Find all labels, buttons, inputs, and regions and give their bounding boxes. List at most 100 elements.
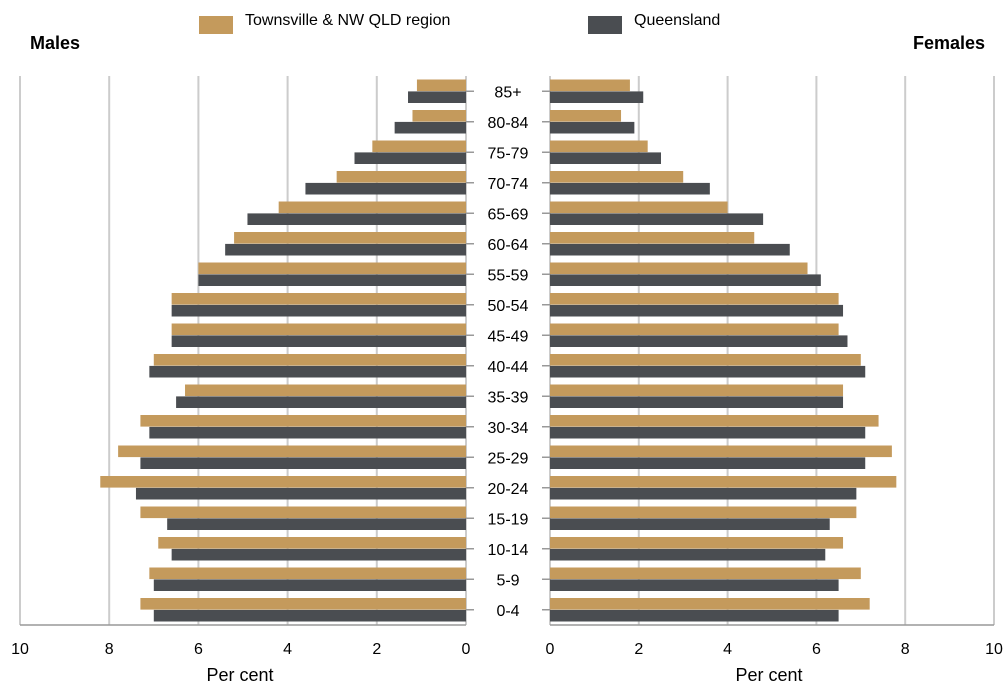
legend-label-townsville: Townsville & NW QLD region xyxy=(245,12,451,29)
bar-females-townsville-45-49 xyxy=(550,323,839,336)
category-label-30-34: 30-34 xyxy=(488,420,529,437)
bar-females-queensland-60-64 xyxy=(550,243,790,256)
bar-males-townsville-25-29 xyxy=(118,445,467,458)
category-label-35-39: 35-39 xyxy=(488,389,529,406)
bar-females-queensland-65-69 xyxy=(550,213,764,225)
bar-females-queensland-0-4 xyxy=(550,609,839,622)
bar-females-townsville-20-24 xyxy=(550,476,897,488)
x-tick-label-males-10: 10 xyxy=(11,641,29,658)
bar-males-townsville-10-14 xyxy=(158,537,466,549)
bar-females-townsville-30-34 xyxy=(550,415,879,427)
bar-females-queensland-5-9 xyxy=(550,579,839,591)
category-label-5-9: 5-9 xyxy=(496,572,519,589)
x-tick-label-males-4: 4 xyxy=(283,641,292,658)
legend-item-queensland: Queensland xyxy=(588,10,720,34)
category-label-70-74: 70-74 xyxy=(488,176,529,193)
x-tick-label-females-4: 4 xyxy=(723,641,732,658)
category-label-75-79: 75-79 xyxy=(488,145,529,162)
bar-females-townsville-50-54 xyxy=(550,293,839,305)
x-tick-label-males-0: 0 xyxy=(462,641,471,658)
bar-males-queensland-50-54 xyxy=(171,304,466,317)
category-label-65-69: 65-69 xyxy=(488,206,529,223)
bar-males-townsville-85+ xyxy=(416,79,466,92)
legend-swatch-townsville xyxy=(199,16,233,34)
category-label-15-19: 15-19 xyxy=(488,511,529,528)
bar-males-queensland-30-34 xyxy=(149,426,466,439)
category-label-45-49: 45-49 xyxy=(488,328,529,345)
category-label-0-4: 0-4 xyxy=(496,603,519,620)
bar-males-townsville-75-79 xyxy=(372,140,466,153)
bar-males-queensland-25-29 xyxy=(140,457,467,469)
x-tick-label-males-8: 8 xyxy=(105,641,114,658)
bar-males-queensland-20-24 xyxy=(135,487,466,500)
bar-females-queensland-80-84 xyxy=(550,121,635,134)
x-tick-label-females-10: 10 xyxy=(985,641,1003,658)
bar-females-townsville-40-44 xyxy=(550,354,861,366)
bar-females-queensland-20-24 xyxy=(550,487,857,500)
bar-females-townsville-55-59 xyxy=(550,262,808,275)
legend-item-townsville: Townsville & NW QLD region xyxy=(199,10,460,34)
bar-females-townsville-10-14 xyxy=(550,537,844,549)
category-label-25-29: 25-29 xyxy=(488,450,529,467)
legend-label-queensland: Queensland xyxy=(634,12,721,29)
bar-females-queensland-55-59 xyxy=(550,274,821,286)
category-label-55-59: 55-59 xyxy=(488,267,529,284)
bar-females-queensland-40-44 xyxy=(550,365,866,378)
bar-males-townsville-35-39 xyxy=(185,384,466,397)
category-label-40-44: 40-44 xyxy=(488,359,529,376)
bar-males-queensland-65-69 xyxy=(247,213,466,225)
x-tick-label-males-6: 6 xyxy=(194,641,203,658)
legend-swatch-queensland xyxy=(588,16,622,34)
bar-males-queensland-85+ xyxy=(408,91,466,103)
bar-females-queensland-50-54 xyxy=(550,304,844,317)
bar-males-townsville-0-4 xyxy=(140,598,467,610)
bar-females-queensland-85+ xyxy=(550,91,644,103)
bar-females-townsville-60-64 xyxy=(550,232,755,244)
category-label-10-14: 10-14 xyxy=(488,542,529,559)
bar-males-queensland-35-39 xyxy=(176,396,466,408)
bar-females-townsville-80-84 xyxy=(550,110,622,122)
bar-males-queensland-70-74 xyxy=(305,182,466,195)
x-tick-label-males-2: 2 xyxy=(372,641,381,658)
bar-males-queensland-75-79 xyxy=(354,152,466,164)
bar-females-queensland-75-79 xyxy=(550,152,661,164)
females-title: Females xyxy=(912,33,985,53)
bar-males-townsville-80-84 xyxy=(412,110,466,122)
bar-males-townsville-15-19 xyxy=(140,506,467,519)
bar-females-queensland-30-34 xyxy=(550,426,866,439)
x-axis-label-females: Per cent xyxy=(735,665,803,685)
bar-females-queensland-45-49 xyxy=(550,335,848,347)
bar-females-queensland-25-29 xyxy=(550,457,866,469)
bar-females-townsville-15-19 xyxy=(550,506,857,519)
bar-males-queensland-60-64 xyxy=(225,243,466,256)
bar-females-townsville-0-4 xyxy=(550,598,870,610)
bar-males-townsville-70-74 xyxy=(336,171,466,183)
x-tick-label-females-6: 6 xyxy=(812,641,821,658)
x-tick-label-females-0: 0 xyxy=(546,641,555,658)
bar-males-queensland-45-49 xyxy=(171,335,466,347)
bar-females-townsville-65-69 xyxy=(550,201,728,214)
bar-females-townsville-25-29 xyxy=(550,445,892,458)
bar-males-queensland-55-59 xyxy=(198,274,466,286)
bar-males-townsville-40-44 xyxy=(153,354,467,366)
category-label-60-64: 60-64 xyxy=(488,237,529,254)
x-axis-label-males: Per cent xyxy=(206,665,274,685)
x-tick-label-females-2: 2 xyxy=(634,641,643,658)
category-label-85+: 85+ xyxy=(494,84,521,101)
bar-females-townsville-85+ xyxy=(550,79,630,92)
bar-males-queensland-10-14 xyxy=(171,548,466,561)
bar-females-townsville-75-79 xyxy=(550,140,648,153)
bar-males-townsville-30-34 xyxy=(140,415,467,427)
bar-females-queensland-70-74 xyxy=(550,182,710,195)
bar-males-townsville-45-49 xyxy=(171,323,466,336)
bar-males-queensland-5-9 xyxy=(153,579,467,591)
bar-females-townsville-35-39 xyxy=(550,384,844,397)
bar-males-queensland-0-4 xyxy=(153,609,467,622)
bar-males-townsville-65-69 xyxy=(278,201,466,214)
bar-females-townsville-5-9 xyxy=(550,567,861,580)
bar-males-queensland-15-19 xyxy=(167,518,466,530)
bar-males-townsville-50-54 xyxy=(171,293,466,305)
bar-females-queensland-35-39 xyxy=(550,396,844,408)
bar-males-townsville-55-59 xyxy=(198,262,466,275)
